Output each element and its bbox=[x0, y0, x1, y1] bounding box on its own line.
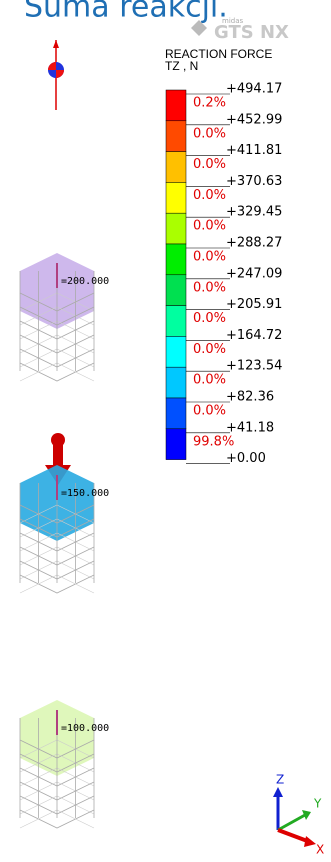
legend-bin bbox=[166, 275, 186, 306]
legend-percent: 99.8% bbox=[193, 434, 234, 449]
legend-bin bbox=[166, 306, 186, 337]
legend-bin bbox=[166, 213, 186, 244]
legend-bin bbox=[166, 121, 186, 152]
legend-bin bbox=[166, 244, 186, 275]
legend-percent: 0.0% bbox=[193, 311, 226, 326]
legend-percent: 0.0% bbox=[193, 126, 226, 141]
legend-level: +329.45 bbox=[226, 205, 282, 220]
legend-bin bbox=[166, 90, 186, 121]
legend-level: +411.81 bbox=[226, 143, 282, 158]
logo-brand: GTS NX bbox=[214, 22, 289, 43]
legend-level: +41.18 bbox=[226, 420, 274, 435]
legend-bin bbox=[166, 182, 186, 213]
load-label: =150.000 bbox=[61, 488, 109, 499]
title: Suma reakcji. bbox=[24, 0, 228, 25]
legend-subtitle: TZ , N bbox=[165, 59, 198, 73]
legend-level: +247.09 bbox=[226, 266, 282, 281]
legend-level: +452.99 bbox=[226, 112, 282, 127]
axis-triad bbox=[273, 787, 316, 847]
legend-level: +82.36 bbox=[226, 390, 274, 405]
legend-bin bbox=[166, 336, 186, 367]
legend-percent: 0.0% bbox=[193, 404, 226, 419]
legend-level: +123.54 bbox=[226, 359, 282, 374]
page: Suma reakcji. midas GTS NX REACTION FORC… bbox=[0, 0, 331, 862]
legend-bin bbox=[166, 429, 186, 460]
load-label: =100.000 bbox=[61, 723, 109, 734]
load-label: =200.000 bbox=[61, 276, 109, 287]
legend-percent: 0.0% bbox=[193, 342, 226, 357]
mesh-model: =150.000 bbox=[20, 465, 109, 593]
legend-percent: 0.0% bbox=[193, 157, 226, 172]
top-icon bbox=[48, 40, 64, 110]
legend-level: +288.27 bbox=[226, 236, 282, 251]
legend-percent: 0.0% bbox=[193, 280, 226, 295]
legend-level: +370.63 bbox=[226, 174, 282, 189]
legend-level: +164.72 bbox=[226, 328, 282, 343]
axis-x: X bbox=[316, 843, 324, 857]
legend-level: +205.91 bbox=[226, 297, 282, 312]
viewport: Suma reakcji. midas GTS NX REACTION FORC… bbox=[0, 0, 331, 862]
legend-level: +494.17 bbox=[226, 82, 282, 97]
axis-z: Z bbox=[276, 773, 284, 787]
legend-percent: 0.0% bbox=[193, 188, 226, 203]
legend-level: +0.00 bbox=[226, 451, 266, 466]
legend-percent: 0.0% bbox=[193, 250, 226, 265]
mesh-model: =200.000 bbox=[20, 253, 109, 381]
legend-percent: 0.0% bbox=[193, 219, 226, 234]
legend-percent: 0.0% bbox=[193, 373, 226, 388]
axis-y: Y bbox=[313, 797, 322, 811]
mesh-model: =100.000 bbox=[20, 700, 109, 828]
legend-bin bbox=[166, 367, 186, 398]
legend-bin bbox=[166, 152, 186, 183]
legend-percent: 0.2% bbox=[193, 96, 226, 111]
legend-bin bbox=[166, 398, 186, 429]
